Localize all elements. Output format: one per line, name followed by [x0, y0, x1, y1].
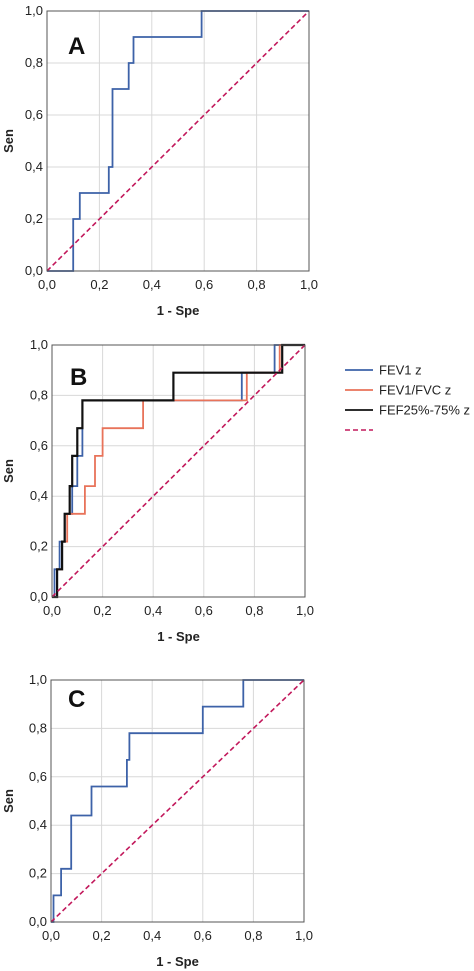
x-tick-label: 0,8	[245, 603, 263, 618]
x-tick-label: 0,6	[195, 277, 213, 292]
x-tick-label: 1,0	[295, 928, 313, 943]
y-tick-label: 1,0	[25, 3, 43, 18]
y-axis-label: Sen	[1, 459, 16, 483]
x-tick-label: 0,0	[38, 277, 56, 292]
roc-curve	[51, 679, 304, 923]
roc-curve	[47, 10, 309, 272]
x-axis-label: 1 - Spe	[157, 303, 200, 318]
y-tick-label: 1,0	[29, 672, 47, 687]
y-tick-label: 0,0	[25, 263, 43, 278]
y-tick-label: 0,2	[30, 539, 48, 554]
x-tick-label: 0,6	[194, 928, 212, 943]
x-tick-label: 0,0	[42, 928, 60, 943]
y-tick-label: 0,0	[30, 589, 48, 604]
legend-label: FEV1 z	[379, 363, 422, 378]
panel-label: C	[68, 686, 85, 713]
chart-panel-b: 0,0 0,2 0,4 0,6 0,8 1,0 0,0 0,2 0,4 0,6 0,8 1,0 1 - …	[1, 337, 314, 644]
y-axis-label: Sen	[1, 789, 16, 813]
y-tick-label: 0,8	[25, 55, 43, 70]
x-tick-label: 1,0	[296, 603, 314, 618]
x-tick-label: 0,2	[94, 603, 112, 618]
legend-label: FEF25%-75% z	[379, 403, 470, 418]
x-tick-label: 1,0	[300, 277, 318, 292]
y-tick-label: 0,4	[25, 159, 43, 174]
chart-panel-c: 0,0 0,2 0,4 0,6 0,8 1,0 0,0 0,2 0,4 0,6 0,8 1,0 1 - …	[1, 672, 313, 969]
panel-label: A	[68, 33, 85, 60]
legend: FEV1 z FEV1/FVC z FEF25%-75% z	[345, 363, 470, 431]
x-axis-label: 1 - Spe	[156, 954, 199, 969]
chart-panel-a: 0,0 0,2 0,4 0,6 0,8 1,0 0,0 0,2 0,4 0,6 0,8 1,0 1 - …	[1, 3, 318, 318]
y-tick-label: 0,4	[29, 817, 47, 832]
x-tick-label: 0,6	[195, 603, 213, 618]
x-tick-label: 0,8	[248, 277, 266, 292]
x-tick-label: 0,0	[43, 603, 61, 618]
x-tick-label: 0,2	[93, 928, 111, 943]
reference-line	[51, 344, 306, 598]
x-tick-label: 0,8	[244, 928, 262, 943]
y-axis-label: Sen	[1, 129, 16, 153]
legend-label: FEV1/FVC z	[379, 383, 451, 398]
y-tick-label: 0,2	[25, 211, 43, 226]
y-tick-label: 0,6	[25, 107, 43, 122]
y-tick-label: 1,0	[30, 337, 48, 352]
y-tick-label: 0,4	[30, 488, 48, 503]
roc-curve-fef25-75-z	[52, 343, 305, 599]
y-tick-label: 0,0	[29, 914, 47, 929]
plot-frame	[46, 10, 310, 272]
plot-frame	[50, 679, 305, 923]
y-tick-label: 0,6	[29, 769, 47, 784]
y-tick-label: 0,8	[29, 720, 47, 735]
panel-label: B	[70, 364, 87, 391]
x-tick-label: 0,4	[143, 277, 161, 292]
y-tick-label: 0,8	[30, 387, 48, 402]
x-tick-label: 0,2	[90, 277, 108, 292]
reference-line	[50, 679, 305, 923]
y-tick-label: 0,2	[29, 866, 47, 881]
plot-frame	[51, 344, 306, 598]
reference-line	[46, 10, 310, 272]
x-tick-label: 0,4	[144, 603, 162, 618]
x-axis-label: 1 - Spe	[157, 629, 200, 644]
y-tick-label: 0,6	[30, 438, 48, 453]
x-tick-label: 0,4	[143, 928, 161, 943]
